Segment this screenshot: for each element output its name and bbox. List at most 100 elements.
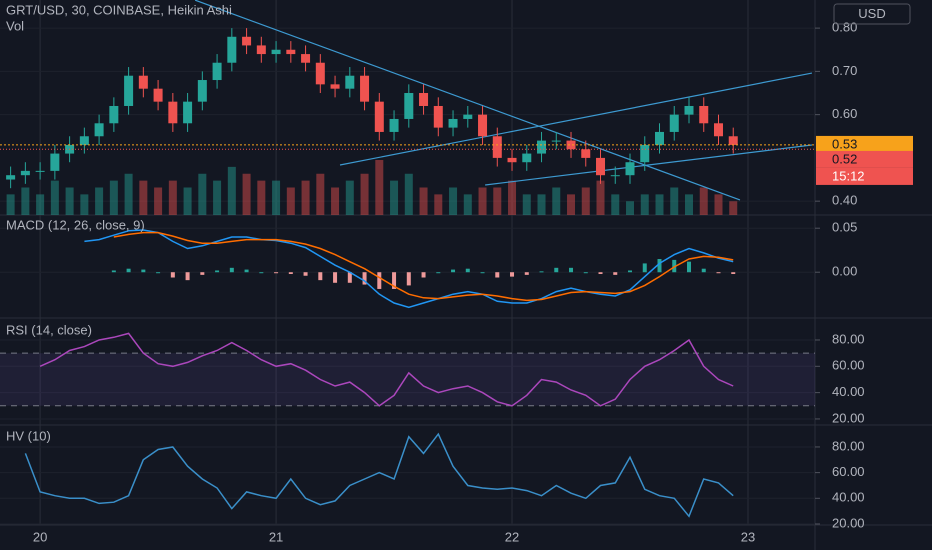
rsi-title: RSI (14, close) (6, 322, 92, 337)
volume-bar (714, 194, 723, 215)
volume-label: Vol (6, 18, 24, 33)
candle-body (153, 88, 163, 102)
candle-body (138, 75, 148, 89)
candle-body (256, 45, 266, 55)
candle-body (301, 54, 311, 63)
candle-body (20, 170, 30, 176)
candle-body (6, 175, 16, 180)
volume-bar (478, 187, 487, 215)
y-tick-label: 60.00 (832, 358, 865, 373)
candle-body (699, 105, 709, 124)
candle-body (271, 49, 281, 55)
currency-label[interactable]: USD (858, 6, 885, 21)
macd-histogram-bar (701, 268, 706, 273)
countdown-label: 15:12 (832, 168, 865, 183)
candle-body (625, 162, 635, 176)
macd-histogram-bar (259, 272, 264, 274)
price-label-box (816, 135, 913, 153)
macd-histogram-bar (170, 272, 175, 278)
macd-histogram-bar (111, 270, 116, 273)
candle-body (551, 140, 561, 142)
candle-body (596, 157, 606, 176)
y-tick-label: 60.00 (832, 464, 865, 479)
macd-histogram-bar (362, 272, 367, 285)
candle-body (315, 62, 325, 85)
candle-body (242, 36, 252, 46)
volume-bar (390, 180, 399, 215)
candle-body (109, 105, 119, 124)
macd-histogram-bar (554, 267, 559, 273)
macd-histogram-bar (569, 267, 574, 273)
volume-bar (331, 187, 340, 215)
macd-histogram-bar (200, 272, 205, 275)
volume-bar (552, 187, 561, 215)
volume-bar (345, 180, 354, 215)
volume-bar (109, 180, 118, 215)
candle-body (463, 114, 473, 119)
volume-bar (463, 194, 472, 215)
volume-bar (50, 180, 59, 215)
trendline (194, 0, 741, 201)
macd-histogram-bar (583, 272, 588, 274)
candle-body (669, 114, 679, 132)
macd-histogram-bar (495, 272, 500, 278)
candle-body (713, 123, 723, 137)
candle-body (79, 136, 89, 145)
macd-histogram-bar (421, 272, 426, 278)
volume-bar (242, 173, 251, 215)
candle-body (507, 157, 517, 163)
candle-body (684, 105, 694, 115)
price-label: 0.52 (832, 151, 857, 166)
volume-bar (80, 194, 89, 215)
volume-bar (213, 180, 222, 215)
macd-histogram-bar (185, 272, 190, 281)
candle-body (610, 175, 620, 177)
volume-bar (640, 194, 649, 215)
volume-bar (95, 187, 104, 215)
macd-histogram-bar (377, 272, 382, 289)
candle-body (522, 153, 532, 163)
macd-histogram-bar (539, 271, 544, 273)
candle-body (581, 149, 591, 158)
candle-body (330, 84, 340, 89)
volume-bar (360, 173, 369, 215)
macd-histogram-bar (392, 272, 397, 289)
volume-bar (286, 187, 295, 215)
macd-histogram-bar (333, 272, 338, 283)
macd-histogram-bar (731, 272, 736, 274)
y-tick-label: 20.00 (832, 515, 865, 530)
volume-bar (493, 187, 502, 215)
candle-body (448, 118, 458, 128)
candle-body (374, 101, 384, 132)
y-tick-label: 40.00 (832, 384, 865, 399)
volume-bar (139, 180, 148, 215)
volume-bar (227, 166, 236, 215)
macd-histogram-bar (657, 259, 662, 273)
x-tick-label: 23 (741, 529, 755, 544)
candle-body (183, 101, 193, 124)
volume-bar (419, 187, 428, 215)
y-tick-label: 0.05 (832, 220, 857, 235)
macd-histogram-bar (613, 272, 618, 275)
candle-body (566, 140, 576, 150)
y-tick-label: 0.60 (832, 106, 857, 121)
plot-layer: 20 21 22 23 0.40 0.60 0.70 0.80 0.00 0.05 20.00 40.… (0, 0, 913, 544)
macd-histogram-bar (244, 269, 249, 273)
macd-histogram-bar (288, 272, 293, 274)
candle-body (537, 140, 547, 154)
macd-histogram-bar (716, 272, 721, 274)
x-tick-label: 21 (269, 529, 283, 544)
volume-bar (65, 187, 74, 215)
candle-body (286, 49, 296, 55)
candle-body (345, 75, 355, 89)
macd-histogram-bar (480, 272, 485, 274)
volume-bar (36, 194, 45, 215)
y-tick-label: 20.00 (832, 410, 865, 425)
macd-histogram-bar (436, 272, 441, 274)
volume-bar (124, 173, 133, 215)
currency-button[interactable] (833, 3, 911, 25)
volume-bar (168, 180, 177, 215)
volume-bar (699, 187, 708, 215)
volume-bar (522, 194, 531, 215)
